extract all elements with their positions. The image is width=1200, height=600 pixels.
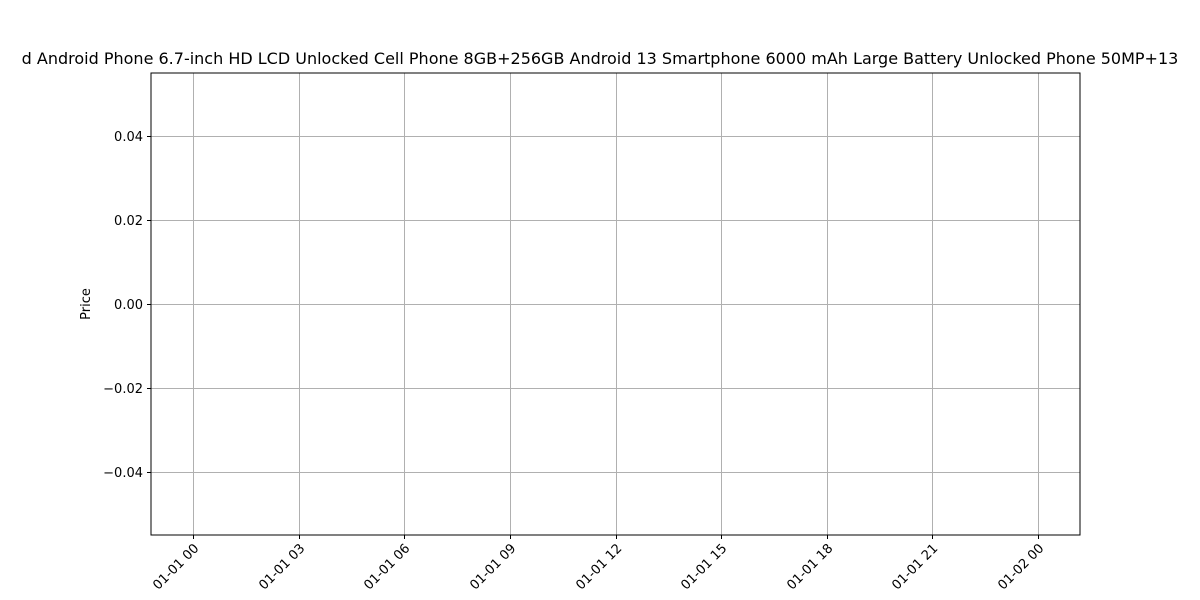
x-tick-label: 01-01 18 [784, 541, 836, 593]
x-tick-label: 01-01 09 [467, 541, 519, 593]
y-tick-label: 0.02 [114, 214, 143, 229]
y-axis-label: Price [79, 288, 94, 320]
y-tick-label: 0.04 [114, 130, 143, 145]
y-tick-label: −0.04 [103, 466, 143, 481]
tick-layer: 0.04 0.02 0.00 −0.02 −0.04 01-01 00 01-01 03 01… [103, 130, 1047, 593]
y-tick-label: 0.00 [114, 298, 143, 313]
grid-layer [151, 73, 1080, 535]
chart-title: d Android Phone 6.7-inch HD LCD Unlocked… [22, 49, 1179, 68]
x-tick-label: 01-01 12 [573, 541, 625, 593]
y-tick-label: −0.02 [103, 382, 143, 397]
x-tick-label: 01-01 21 [889, 541, 941, 593]
x-tick-label: 01-01 06 [361, 541, 413, 593]
x-tick-label: 01-01 00 [150, 541, 202, 593]
x-tick-label: 01-01 03 [256, 541, 308, 593]
x-tick-label: 01-01 15 [678, 541, 730, 593]
x-tick-label: 01-02 00 [995, 541, 1047, 593]
